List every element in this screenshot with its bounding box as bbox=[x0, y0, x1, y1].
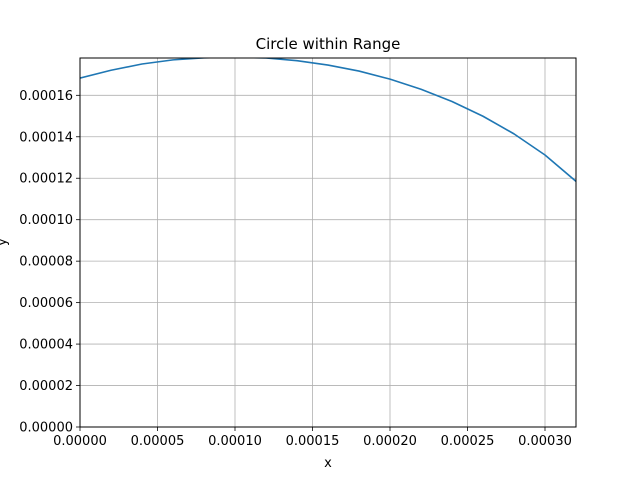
y-tick-label: 0.00000 bbox=[19, 421, 73, 436]
series-line bbox=[80, 58, 576, 182]
chart-title: Circle within Range bbox=[256, 35, 401, 53]
x-tick-label: 0.00000 bbox=[53, 434, 107, 449]
x-tick-label: 0.00010 bbox=[208, 434, 262, 449]
grid-layer bbox=[79, 58, 576, 428]
plot-frame bbox=[79, 57, 577, 428]
y-tick-label: 0.00012 bbox=[19, 172, 73, 187]
x-tick-label: 0.00025 bbox=[441, 434, 495, 449]
x-tick-label: 0.00020 bbox=[363, 434, 417, 449]
x-tick-label: 0.00030 bbox=[518, 434, 572, 449]
x-axis-label: x bbox=[324, 456, 332, 471]
y-tick-label: 0.00002 bbox=[19, 379, 73, 394]
y-axis-label: y bbox=[0, 238, 10, 246]
y-tick-label: 0.00016 bbox=[19, 89, 73, 104]
y-tick-label: 0.00006 bbox=[19, 296, 73, 311]
series-layer bbox=[80, 58, 576, 182]
y-tick-label: 0.00014 bbox=[19, 130, 73, 145]
y-tick-label: 0.00008 bbox=[19, 255, 73, 270]
y-tick-label: 0.00004 bbox=[19, 338, 73, 353]
x-tick-label: 0.00005 bbox=[131, 434, 185, 449]
y-tick-label: 0.00010 bbox=[19, 213, 73, 228]
x-tick-label: 0.00015 bbox=[286, 434, 340, 449]
ticks-layer: 0.00000 0.00005 0.00010 0.00015 0.00020 0.000… bbox=[19, 89, 572, 449]
